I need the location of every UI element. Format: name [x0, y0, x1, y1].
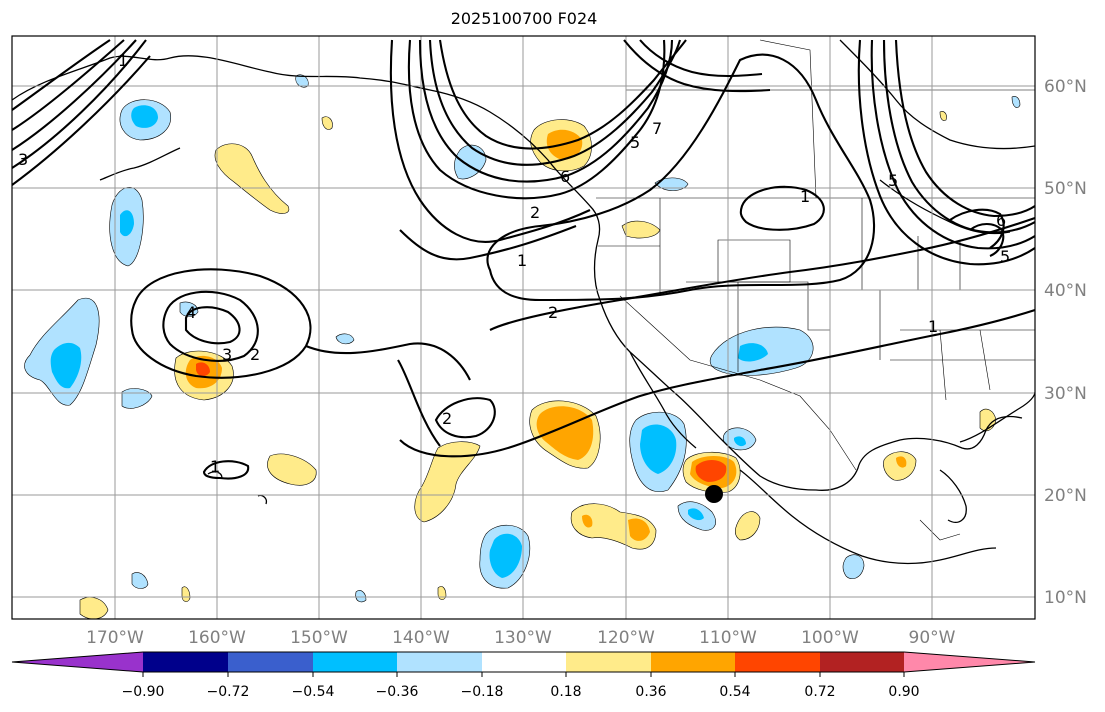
colorbar-label: −0.54 [292, 684, 335, 700]
pos-anomaly-area [214, 143, 290, 214]
lat-tick-label: 60°N [1044, 77, 1087, 97]
neg-anomaly-area [1011, 96, 1021, 108]
contour-label: 3 [18, 150, 28, 169]
map-title: 2025100700 F024 [450, 9, 598, 28]
neg-anomaly-core [688, 508, 704, 521]
longitude-axis: 170°W 160°W 150°W 140°W 130°W 120°W 110°… [86, 628, 956, 648]
pos-anomaly-core [628, 518, 650, 541]
pos-anomaly-area [734, 511, 761, 541]
colorbar-segment [820, 652, 904, 672]
colorbar-ticks [142, 672, 905, 677]
lat-tick-label: 30°N [1044, 384, 1087, 404]
contour-label: 5 [630, 133, 640, 152]
neg-anomaly-core [640, 424, 677, 474]
neg-anomaly-area [335, 333, 355, 345]
colorbar-segment [228, 652, 313, 672]
contour-label: 2 [250, 345, 260, 364]
colorbar-segment [143, 652, 228, 672]
contour-label: 1 [928, 317, 938, 336]
neg-anomaly-area [179, 301, 199, 317]
lat-tick-label: 50°N [1044, 179, 1087, 199]
colorbar: −0.90 −0.72 −0.54 −0.36 −0.18 0.18 0.36 … [11, 651, 1036, 700]
pos-anomaly-area [414, 441, 481, 523]
contour-label: 1 [118, 51, 128, 70]
map-frame [11, 35, 1036, 620]
colorbar-segment [313, 652, 397, 672]
colorbar-label: −0.18 [461, 684, 504, 700]
contour-label: 6 [996, 211, 1006, 230]
lat-tick-label: 40°N [1044, 281, 1087, 301]
contour-label: 1 [517, 251, 527, 270]
lon-tick-label: 90°W [909, 628, 956, 648]
lon-tick-label: 160°W [188, 628, 246, 648]
pos-anomaly-area [939, 111, 947, 121]
lon-tick-label: 150°W [290, 628, 348, 648]
neg-anomaly-core [734, 436, 746, 447]
contour-label: 7 [652, 119, 662, 138]
contour-label: 1 [210, 457, 220, 476]
colorbar-label: 0.36 [635, 684, 666, 700]
colorbar-extend-low [12, 652, 143, 672]
contour-lines [12, 39, 1035, 480]
lat-tick-label: 10°N [1044, 588, 1087, 608]
pos-anomaly-peak [196, 362, 210, 377]
contour-label: 2 [442, 409, 452, 428]
neg-anomaly-core [738, 343, 768, 362]
colorbar-segment [566, 652, 651, 672]
contour-label-group: 3 1 2 1 2 2 3 4 2 1 5 7 6 5 6 5 1 1 [18, 51, 1010, 476]
colorbar-segment [482, 652, 566, 672]
pos-anomaly-area [321, 116, 333, 130]
colorbar-label: 0.54 [719, 684, 750, 700]
neg-anomaly-core [131, 105, 158, 128]
colorbar-label: 0.72 [804, 684, 835, 700]
contour-label: 1 [800, 187, 810, 206]
contour-label: 2 [548, 303, 558, 322]
lon-tick-label: 170°W [86, 628, 144, 648]
lat-tick-label: 20°N [1044, 486, 1087, 506]
contour-label: 5 [1000, 247, 1010, 266]
pos-anomaly-area [267, 453, 317, 486]
pos-anomaly-core [582, 514, 593, 528]
neg-anomaly-area [131, 572, 149, 589]
political-borders [596, 39, 1035, 541]
neg-anomaly-area [654, 177, 689, 191]
neg-anomaly-core [50, 342, 82, 389]
lon-tick-label: 110°W [699, 628, 757, 648]
pos-anomaly-peak [695, 460, 727, 482]
colorbar-segment [735, 652, 820, 672]
lon-tick-label: 100°W [801, 628, 859, 648]
neg-anomaly-area [842, 554, 865, 579]
contour-label: 4 [186, 303, 196, 322]
lon-tick-label: 140°W [392, 628, 450, 648]
lon-tick-label: 130°W [494, 628, 552, 648]
storm-center-marker [705, 485, 723, 503]
latitude-axis: 60°N 50°N 40°N 30°N 20°N 10°N [1044, 77, 1087, 608]
colorbar-label: 0.18 [550, 684, 581, 700]
colorbar-label: −0.72 [207, 684, 250, 700]
colorbar-label: −0.36 [376, 684, 419, 700]
coastlines [12, 39, 1035, 565]
contour-label: 5 [888, 171, 898, 190]
colorbar-label: −0.90 [122, 684, 165, 700]
shaded-anomaly-fields [24, 74, 1021, 619]
lon-tick-label: 120°W [597, 628, 655, 648]
colorbar-segment [651, 652, 735, 672]
contour-label: 6 [560, 167, 570, 186]
neg-anomaly-core [120, 210, 134, 237]
neg-anomaly-area [355, 590, 367, 603]
contour-label: 3 [222, 345, 232, 364]
pos-anomaly-core [896, 456, 907, 468]
pos-anomaly-area [181, 586, 191, 602]
colorbar-label: 0.90 [888, 684, 919, 700]
colorbar-extend-high [904, 652, 1035, 672]
contour-label: 2 [530, 203, 540, 222]
graticule [12, 36, 1035, 619]
colorbar-segment [397, 652, 482, 672]
neg-anomaly-core [489, 533, 522, 578]
